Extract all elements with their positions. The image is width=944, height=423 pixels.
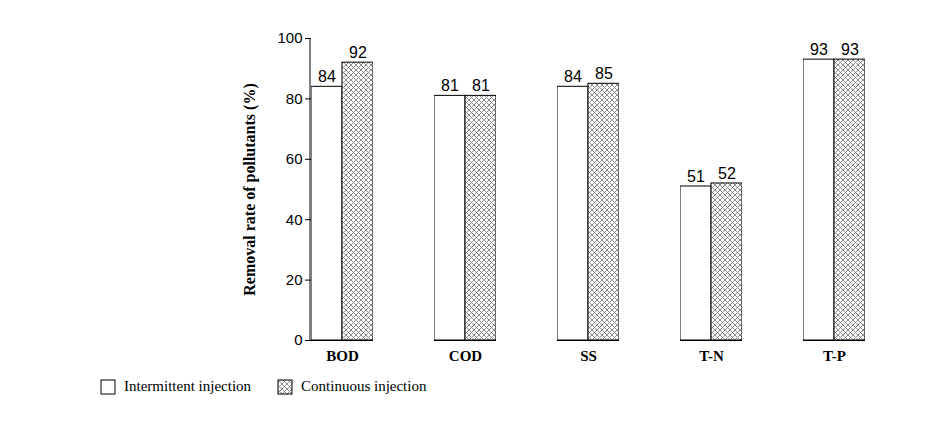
svg-text:60: 60 xyxy=(286,150,303,167)
svg-text:SS: SS xyxy=(580,348,597,364)
svg-text:Removal rate of pollutants (%): Removal rate of pollutants (%) xyxy=(241,83,259,295)
svg-text:85: 85 xyxy=(595,65,613,82)
svg-text:0: 0 xyxy=(294,331,302,348)
svg-text:93: 93 xyxy=(810,41,828,58)
svg-text:T-N: T-N xyxy=(699,348,724,364)
svg-text:93: 93 xyxy=(841,41,859,58)
svg-text:80: 80 xyxy=(286,90,303,107)
svg-text:20: 20 xyxy=(286,271,303,288)
svg-text:100: 100 xyxy=(277,29,302,46)
svg-text:84: 84 xyxy=(564,68,582,85)
html-text:Intermittent injection: Intermittent injection xyxy=(124,378,251,394)
svg-text:52: 52 xyxy=(718,165,736,182)
html-text:Continuous injection: Continuous injection xyxy=(301,378,427,394)
svg-text:81: 81 xyxy=(472,77,490,94)
svg-text:92: 92 xyxy=(349,44,367,61)
svg-text:BOD: BOD xyxy=(326,348,359,364)
svg-text:81: 81 xyxy=(441,77,459,94)
svg-text:T-P: T-P xyxy=(823,348,846,364)
svg-text:40: 40 xyxy=(286,211,303,228)
svg-text:51: 51 xyxy=(687,168,705,185)
svg-text:84: 84 xyxy=(318,68,336,85)
svg-text:COD: COD xyxy=(449,348,483,364)
